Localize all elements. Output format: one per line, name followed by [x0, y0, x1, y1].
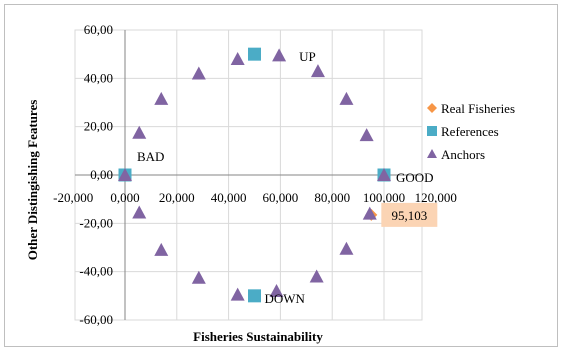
- data-points: [118, 47, 391, 303]
- anchors-point: [339, 91, 354, 105]
- anchors-point: [269, 284, 284, 297]
- anchors-point: [191, 270, 206, 284]
- y-tick-label: -60,00: [79, 312, 113, 327]
- point-label-good: GOOD: [396, 170, 434, 185]
- anchors-point: [118, 168, 132, 181]
- legend-references-label: References: [441, 124, 499, 139]
- data-callout-box: [381, 202, 438, 227]
- references-point: [248, 47, 261, 61]
- anchors-point: [359, 128, 374, 142]
- legend: Real Fisheries References Anchors: [427, 101, 515, 162]
- legend-anchors-label: Anchors: [441, 147, 485, 162]
- anchors-point: [132, 125, 147, 139]
- legend-real-fisheries-marker: [427, 103, 437, 113]
- anchors-point: [339, 241, 354, 255]
- x-tick-labels: -20,000 0,000 20,000 40,000 60,000 80,000 100,…: [53, 190, 457, 205]
- anchors-point: [230, 52, 245, 65]
- point-label-down: DOWN: [265, 291, 306, 306]
- y-tick-label: -40,00: [79, 264, 113, 279]
- x-tick-label: 20,000: [159, 190, 195, 205]
- anchors-point: [154, 91, 169, 105]
- y-tick-labels: 60,00 40,00 20,00 0,00 -20,00 -40,00 -60,00: [79, 22, 113, 327]
- x-tick-label: 40,000: [211, 190, 247, 205]
- point-label-bad: BAD: [137, 149, 164, 164]
- data-callout: 95,103: [381, 202, 438, 227]
- y-tick-label: 60,00: [84, 22, 113, 37]
- anchors-point: [272, 48, 287, 62]
- point-label-up: UP: [299, 49, 316, 64]
- anchors-point: [310, 64, 325, 78]
- x-tick-label: 100,000: [363, 190, 405, 205]
- x-tick-label: 80,000: [314, 190, 350, 205]
- legend-references-marker: [427, 126, 437, 136]
- annotations: UP GOOD BAD DOWN: [137, 49, 434, 306]
- x-tick-label: 60,000: [263, 190, 299, 205]
- x-tick-label: 0,000: [110, 190, 139, 205]
- y-axis-title: Other Distingishing Features: [25, 100, 40, 261]
- x-tick-label: -20,000: [53, 190, 93, 205]
- grid-lines: [74, 29, 423, 321]
- x-axis-title: Fisheries Sustainability: [193, 329, 323, 344]
- data-callout-label: 95,103: [391, 208, 427, 223]
- legend-real-fisheries-label: Real Fisheries: [441, 101, 515, 116]
- x-tick-label: 120,000: [415, 190, 457, 205]
- anchors-point: [362, 206, 377, 220]
- references-point: [248, 289, 261, 303]
- anchors-point: [154, 242, 169, 256]
- legend-anchors-marker: [427, 149, 437, 158]
- y-tick-label: -20,00: [79, 215, 113, 230]
- anchors-point: [191, 66, 206, 80]
- y-tick-label: 20,00: [84, 119, 113, 134]
- anchors-point: [377, 168, 391, 181]
- anchors-point: [132, 205, 147, 219]
- y-tick-label: 0,00: [90, 167, 113, 182]
- anchors-point: [309, 269, 324, 283]
- y-tick-label: 40,00: [84, 70, 113, 85]
- anchors-point: [230, 287, 245, 301]
